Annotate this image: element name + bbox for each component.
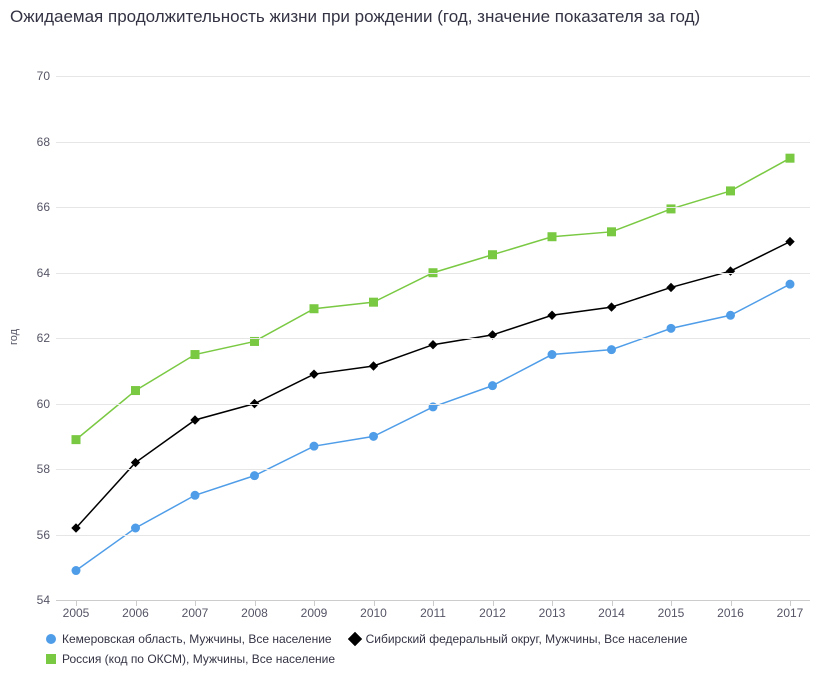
y-tick-label: 66 <box>20 200 50 214</box>
series-marker <box>727 311 735 319</box>
series-line <box>76 158 790 439</box>
series-marker <box>370 298 378 306</box>
legend: Кемеровская область, Мужчины, Все населе… <box>46 632 815 666</box>
x-tick-label: 2013 <box>539 606 566 620</box>
series-marker <box>310 442 318 450</box>
x-tick-label: 2017 <box>777 606 804 620</box>
gridline <box>56 404 810 405</box>
x-tick-label: 2012 <box>479 606 506 620</box>
y-tick-label: 64 <box>20 266 50 280</box>
series-marker <box>786 238 794 246</box>
series-marker <box>786 280 794 288</box>
series-marker <box>489 382 497 390</box>
series-marker <box>310 305 318 313</box>
series-marker <box>72 436 80 444</box>
series-marker <box>132 387 140 395</box>
series-marker <box>727 187 735 195</box>
gridline <box>56 142 810 143</box>
series-marker <box>251 472 259 480</box>
y-tick-label: 54 <box>20 593 50 607</box>
legend-label: Россия (код по ОКСМ), Мужчины, Все насел… <box>62 652 335 666</box>
y-tick-label: 58 <box>20 462 50 476</box>
series-marker <box>608 228 616 236</box>
y-tick-label: 68 <box>20 135 50 149</box>
series-marker <box>370 362 378 370</box>
legend-marker-icon <box>46 634 56 644</box>
series-marker <box>667 205 675 213</box>
series-marker <box>667 283 675 291</box>
legend-item[interactable]: Россия (код по ОКСМ), Мужчины, Все насел… <box>46 652 335 666</box>
series-marker <box>429 341 437 349</box>
y-tick-label: 70 <box>20 69 50 83</box>
series-marker <box>608 303 616 311</box>
series-marker <box>132 524 140 532</box>
x-tick-label: 2010 <box>360 606 387 620</box>
series-marker <box>310 370 318 378</box>
series-marker <box>667 324 675 332</box>
series-marker <box>786 154 794 162</box>
y-tick-label: 56 <box>20 528 50 542</box>
y-axis-label: год <box>8 329 20 345</box>
y-tick-label: 60 <box>20 397 50 411</box>
legend-label: Кемеровская область, Мужчины, Все населе… <box>62 632 332 646</box>
x-tick-label: 2005 <box>63 606 90 620</box>
legend-marker-icon <box>348 632 362 646</box>
gridline <box>56 338 810 339</box>
series-marker <box>191 491 199 499</box>
x-tick-label: 2011 <box>420 606 446 620</box>
gridline <box>56 273 810 274</box>
series-marker <box>727 267 735 275</box>
chart-title: Ожидаемая продолжительность жизни при ро… <box>0 0 825 29</box>
plot-area: 5456586062646668702005200620072008200920… <box>56 60 810 600</box>
series-marker <box>489 251 497 259</box>
series-marker <box>370 432 378 440</box>
series-marker <box>548 351 556 359</box>
x-tick-label: 2016 <box>717 606 744 620</box>
series-marker <box>548 311 556 319</box>
x-tick-label: 2014 <box>598 606 625 620</box>
x-tick-label: 2007 <box>182 606 209 620</box>
gridline <box>56 76 810 77</box>
gridline <box>56 535 810 536</box>
x-tick-label: 2009 <box>301 606 328 620</box>
x-tick-label: 2015 <box>658 606 685 620</box>
y-tick-label: 62 <box>20 331 50 345</box>
legend-label: Сибирский федеральный округ, Мужчины, Вс… <box>366 632 688 646</box>
legend-item[interactable]: Сибирский федеральный округ, Мужчины, Вс… <box>350 632 688 646</box>
series-line <box>76 284 790 570</box>
chart-container: Ожидаемая продолжительность жизни при ро… <box>0 0 825 674</box>
x-tick-label: 2006 <box>122 606 149 620</box>
series-marker <box>608 346 616 354</box>
series-marker <box>548 233 556 241</box>
x-tick-label: 2008 <box>241 606 268 620</box>
legend-item[interactable]: Кемеровская область, Мужчины, Все населе… <box>46 632 332 646</box>
series-marker <box>72 567 80 575</box>
series-line <box>76 242 790 528</box>
legend-marker-icon <box>46 654 56 664</box>
gridline <box>56 207 810 208</box>
gridline <box>56 469 810 470</box>
series-marker <box>191 351 199 359</box>
